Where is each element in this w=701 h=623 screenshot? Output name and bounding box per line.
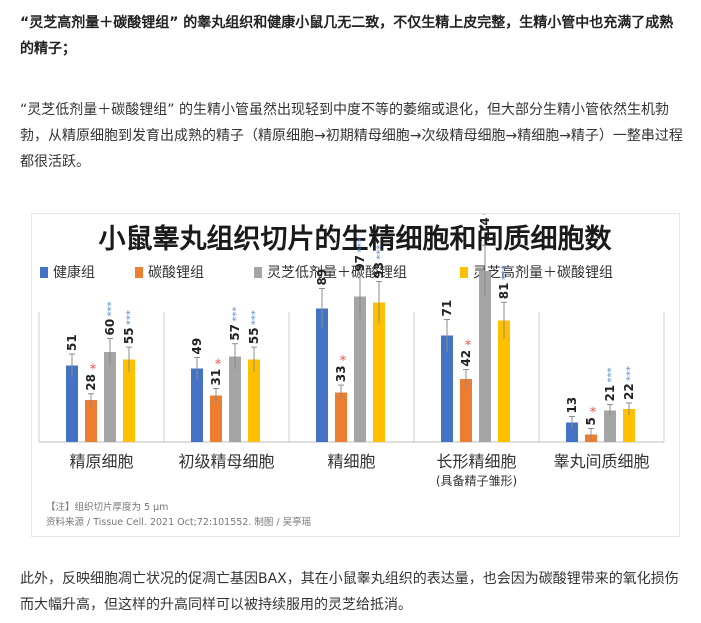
significance-marker: ***: [125, 310, 136, 325]
legend-swatch: [135, 267, 143, 278]
data-label: 114: [478, 217, 492, 242]
paragraph-3: 此外，反映细胞凋亡状况的促凋亡基因BAX，其在小鼠睾丸组织的表达量，也会因为碳酸…: [20, 571, 679, 613]
category-label: 精原细胞: [69, 452, 133, 471]
significance-marker: *: [465, 339, 472, 354]
bar: [566, 422, 578, 442]
bar: [210, 395, 222, 442]
legend-label: 碳酸锂组: [148, 265, 204, 281]
bar: [104, 352, 116, 442]
significance-marker: ***: [231, 307, 242, 322]
chart-title: 小鼠睾丸组织切片的生精细胞和间质细胞数: [99, 223, 613, 255]
legend: 健康组 碳酸锂组 灵芝低剂量＋碳酸锂组 灵芝高剂量＋碳酸锂组: [40, 264, 613, 281]
paragraph-2: “灵芝低剂量＋碳酸锂组” 的生精小管虽然出现轻到中度不等的萎缩或退化，但大部分生…: [20, 102, 683, 170]
bar: [123, 359, 135, 442]
significance-marker: *: [590, 406, 597, 421]
paragraph-1: “灵芝高剂量＋碳酸锂组” 的睾丸组织和健康小鼠几无二致，不仅生精上皮完整，生精小…: [20, 15, 674, 57]
bar: [354, 296, 366, 442]
data-label: 49: [190, 338, 204, 355]
data-label: 89: [315, 269, 329, 286]
data-label: 5: [584, 417, 598, 425]
bar: [373, 302, 385, 442]
data-label: 51: [65, 334, 79, 351]
significance-marker: ***: [625, 366, 636, 381]
data-label: 42: [459, 350, 473, 367]
data-label: 55: [247, 327, 261, 344]
bar: [604, 410, 616, 442]
significance-marker: ***: [375, 245, 386, 260]
significance-marker: ***: [606, 368, 617, 383]
bar: [623, 409, 635, 442]
data-label: 31: [209, 369, 223, 386]
bar: [191, 368, 203, 442]
bar: [229, 356, 241, 442]
data-label: 71: [440, 300, 454, 317]
legend-label: 健康组: [53, 264, 95, 281]
data-label: 21: [603, 385, 617, 402]
data-label: 22: [622, 383, 636, 400]
bar: [335, 392, 347, 442]
data-label: 60: [103, 319, 117, 336]
bar: [316, 308, 328, 442]
bar: [498, 320, 510, 442]
chart-footnote: 【注】组织切片厚度为 5 μm: [46, 501, 168, 513]
data-label: 33: [334, 365, 348, 382]
data-label: 97: [353, 255, 367, 272]
bar-chart: 小鼠睾丸组织切片的生精细胞和间质细胞数 健康组 碳酸锂组 灵芝低剂量＋碳酸锂组 灵芝高…: [38, 200, 665, 528]
significance-marker: ***: [250, 310, 261, 325]
legend-swatch: [460, 267, 468, 278]
chart-source: 资料来源 / Tissue Cell. 2021 Oct;72:101552. …: [46, 516, 312, 528]
legend-label: 灵芝高剂量＋碳酸锂组: [473, 264, 613, 281]
bar: [460, 379, 472, 442]
bar: [248, 359, 260, 442]
significance-marker: ***: [481, 214, 492, 215]
plot-area: 5128*60***55***精原细胞4931*57***55***初级精母细胞…: [38, 200, 665, 488]
category-label: 初级精母细胞: [178, 452, 274, 471]
data-label: 55: [122, 327, 136, 344]
significance-marker: *: [215, 358, 222, 373]
data-label: 57: [228, 324, 242, 341]
legend-swatch: [254, 267, 262, 278]
significance-marker: ***: [106, 302, 117, 317]
legend-label: 灵芝低剂量＋碳酸锂组: [267, 265, 407, 281]
category-label: 长形精细胞: [436, 452, 516, 471]
category-sublabel: (具备精子雏形): [436, 473, 517, 488]
bar: [66, 365, 78, 442]
significance-marker: ***: [356, 238, 367, 253]
chart-card: 小鼠睾丸组织切片的生精细胞和间质细胞数 健康组 碳酸锂组 灵芝低剂量＋碳酸锂组 灵芝高…: [31, 200, 680, 537]
significance-marker: *: [340, 354, 347, 369]
category-label: 精细胞: [327, 452, 375, 471]
data-label: 13: [565, 397, 579, 414]
bar: [85, 400, 97, 442]
bar: [479, 271, 491, 442]
data-label: 93: [372, 262, 386, 279]
legend-swatch: [40, 267, 48, 278]
bar: [441, 335, 453, 442]
significance-marker: ***: [500, 265, 511, 280]
data-label: 81: [497, 283, 511, 300]
data-label: 28: [84, 374, 98, 391]
category-label: 睾丸间质细胞: [553, 452, 649, 471]
significance-marker: *: [90, 363, 97, 378]
